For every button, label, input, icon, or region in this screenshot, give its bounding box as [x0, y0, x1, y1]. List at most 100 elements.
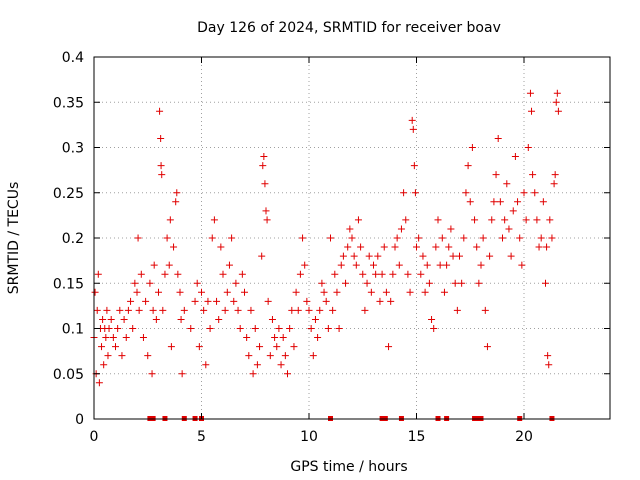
data-point — [215, 315, 223, 323]
data-point — [361, 306, 369, 314]
data-point — [178, 370, 186, 378]
data-point — [322, 297, 330, 305]
x-tick-label: 0 — [90, 429, 99, 445]
data-point — [425, 279, 433, 287]
data-point — [402, 216, 410, 224]
data-point — [320, 288, 328, 296]
data-point — [299, 234, 307, 242]
data-point — [475, 279, 483, 287]
data-point — [354, 216, 362, 224]
data-point — [268, 315, 276, 323]
data-point — [263, 216, 271, 224]
data-point — [342, 279, 350, 287]
data-point — [228, 234, 236, 242]
data-point — [365, 252, 373, 260]
data-point — [290, 343, 298, 351]
data-point — [303, 297, 311, 305]
data-point — [413, 243, 420, 251]
data-point — [385, 343, 393, 351]
data-point — [421, 288, 429, 296]
data-point — [542, 279, 549, 287]
data-point — [241, 288, 248, 296]
data-point — [206, 325, 214, 332]
data-point — [496, 198, 504, 206]
data-point — [309, 352, 317, 360]
data-point — [234, 306, 242, 314]
axis-ticks — [93, 56, 610, 420]
data-point — [505, 225, 513, 233]
data-point — [400, 189, 408, 197]
data-point — [94, 270, 102, 278]
data-points — [90, 89, 562, 387]
data-point — [391, 243, 399, 251]
data-point — [195, 343, 203, 351]
data-point — [142, 297, 150, 305]
data-point — [131, 279, 139, 287]
data-point — [331, 270, 339, 278]
data-point — [460, 234, 468, 242]
data-point — [281, 352, 289, 360]
data-point — [553, 89, 561, 97]
data-point — [451, 279, 459, 287]
data-point — [468, 144, 476, 151]
data-point — [262, 207, 270, 215]
data-point — [543, 243, 551, 251]
data-point — [409, 125, 417, 133]
data-point — [163, 234, 171, 242]
data-point — [238, 270, 246, 278]
data-point — [116, 306, 124, 314]
data-point — [387, 297, 395, 305]
data-point — [112, 343, 119, 351]
data-point — [170, 243, 178, 251]
y-tick-label: 0.4 — [62, 50, 84, 66]
data-point — [232, 279, 240, 287]
data-point — [129, 325, 137, 332]
data-point — [430, 325, 438, 332]
data-point — [316, 306, 324, 314]
data-point — [176, 288, 184, 296]
data-point — [348, 234, 356, 242]
data-point — [438, 234, 446, 242]
data-point — [462, 189, 470, 197]
data-point — [456, 252, 463, 260]
data-point — [522, 216, 530, 224]
data-point — [104, 352, 112, 360]
data-point — [187, 325, 195, 332]
data-point — [314, 334, 322, 342]
data-point — [230, 297, 238, 305]
data-point — [245, 352, 253, 360]
data-point — [524, 144, 532, 151]
data-point — [404, 270, 412, 278]
data-point — [382, 288, 390, 296]
data-point — [148, 370, 156, 378]
data-point — [158, 171, 166, 179]
data-point — [294, 306, 302, 314]
data-point — [520, 189, 528, 197]
data-point — [389, 270, 397, 278]
data-point — [440, 288, 448, 296]
data-point — [432, 243, 440, 251]
data-point — [410, 162, 418, 170]
data-point — [327, 234, 334, 242]
y-axis-tick-labels: 0 0.05 0.1 0.15 0.2 0.25 0.3 0.35 0.4 — [53, 50, 84, 428]
data-point — [447, 225, 455, 233]
data-point — [152, 315, 160, 323]
data-point — [100, 361, 108, 369]
data-point — [156, 107, 164, 115]
data-point — [494, 134, 502, 142]
data-point — [346, 225, 354, 233]
data-point — [329, 306, 337, 314]
data-point — [378, 270, 386, 278]
data-point — [372, 270, 380, 278]
data-point — [552, 98, 560, 106]
y-tick-label: 0.15 — [53, 276, 84, 292]
data-point — [514, 198, 522, 206]
data-point — [213, 297, 221, 305]
data-point — [415, 234, 423, 242]
x-tick-label: 10 — [300, 429, 318, 445]
data-point — [165, 261, 173, 269]
data-point — [157, 162, 165, 170]
data-point — [124, 306, 132, 314]
data-point — [236, 325, 244, 332]
